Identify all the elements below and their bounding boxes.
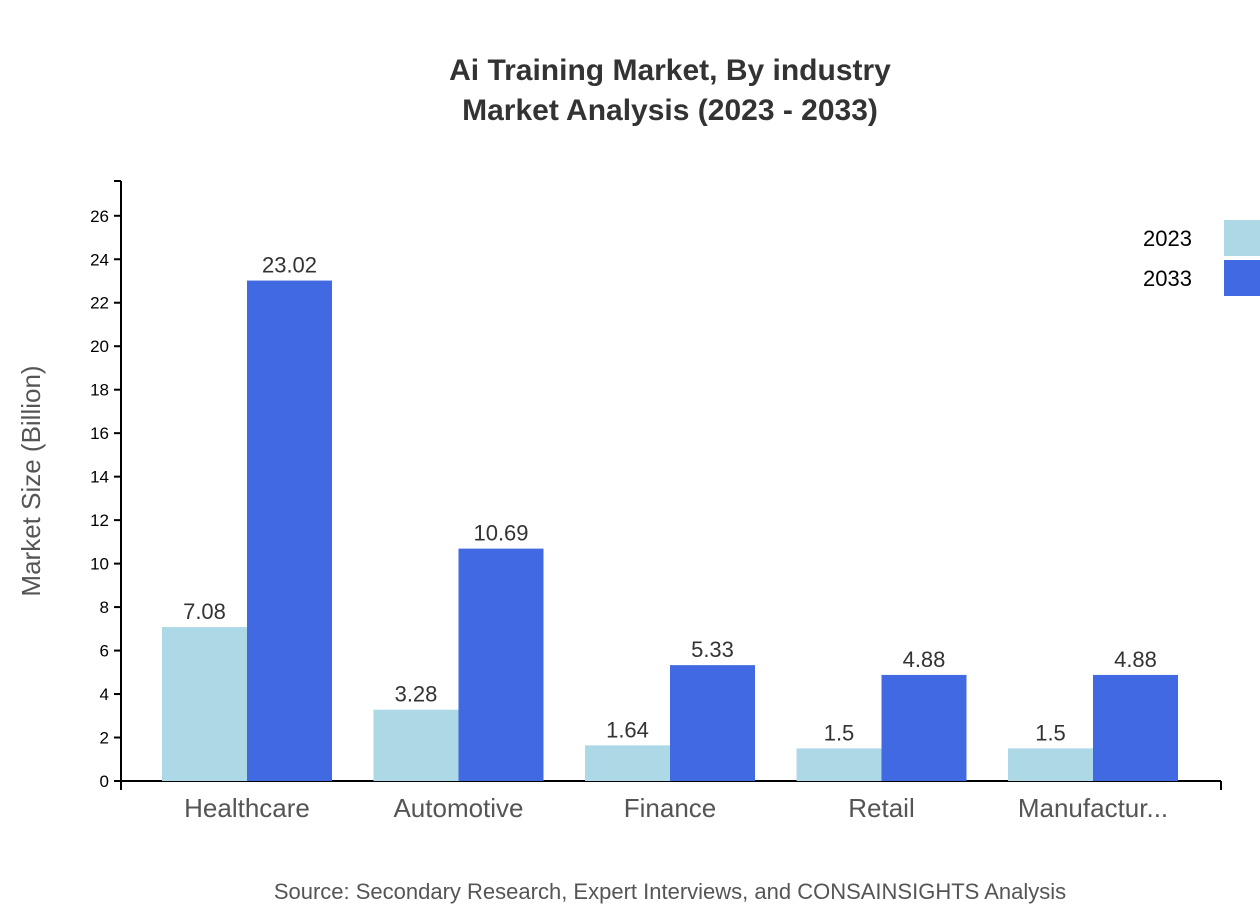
bar-2023-Finance xyxy=(585,745,670,781)
y-tick-label: 2 xyxy=(100,729,109,748)
y-tick-label: 0 xyxy=(100,772,109,791)
source-note: Source: Secondary Research, Expert Inter… xyxy=(274,879,1066,904)
x-tick-label: Manufactur... xyxy=(1018,793,1168,823)
data-label: 1.5 xyxy=(1035,720,1066,745)
y-tick-label: 6 xyxy=(100,642,109,661)
y-tick-label: 20 xyxy=(90,337,109,356)
x-tick-label: Healthcare xyxy=(184,793,310,823)
legend-label: 2033 xyxy=(1143,266,1192,291)
bar-2033-Manufactur... xyxy=(1093,674,1178,781)
x-tick-label: Finance xyxy=(624,793,717,823)
chart-subtitle: Market Analysis (2023 - 2033) xyxy=(462,94,878,127)
data-label: 1.5 xyxy=(824,720,855,745)
x-tick-label: Automotive xyxy=(393,793,523,823)
y-tick-label: 4 xyxy=(100,685,109,704)
data-label: 5.33 xyxy=(691,637,734,662)
bar-2023-Healthcare xyxy=(162,627,247,781)
data-label: 10.69 xyxy=(473,521,528,546)
y-tick-label: 14 xyxy=(90,468,109,487)
x-tick-label: Retail xyxy=(848,793,914,823)
y-tick-label: 10 xyxy=(90,555,109,574)
y-tick-label: 16 xyxy=(90,424,109,443)
bar-2033-Finance xyxy=(670,665,755,781)
y-tick-label: 12 xyxy=(90,511,109,530)
data-label: 1.64 xyxy=(606,717,649,742)
legend-swatch-2033 xyxy=(1224,260,1260,296)
legend-label: 2023 xyxy=(1143,226,1192,251)
chart-title: Ai Training Market, By industry xyxy=(449,54,891,87)
bar-2033-Healthcare xyxy=(247,280,332,781)
data-label: 4.88 xyxy=(1114,647,1157,672)
y-tick-label: 18 xyxy=(90,381,109,400)
bar-2023-Automotive xyxy=(373,709,459,781)
bar-2023-Retail xyxy=(796,748,882,781)
y-tick-label: 24 xyxy=(90,250,109,269)
bar-2033-Automotive xyxy=(458,548,544,781)
bar-2033-Retail xyxy=(881,674,967,781)
y-tick-label: 8 xyxy=(100,598,109,617)
y-axis-label: Market Size (Billion) xyxy=(16,365,46,596)
legend-swatch-2023 xyxy=(1224,220,1260,256)
data-label: 4.88 xyxy=(903,647,946,672)
data-label: 7.08 xyxy=(183,599,226,624)
data-label: 23.02 xyxy=(262,253,317,278)
data-label: 3.28 xyxy=(395,682,438,707)
y-tick-label: 26 xyxy=(90,207,109,226)
bar-2023-Manufactur... xyxy=(1008,748,1093,781)
y-tick-label: 22 xyxy=(90,294,109,313)
